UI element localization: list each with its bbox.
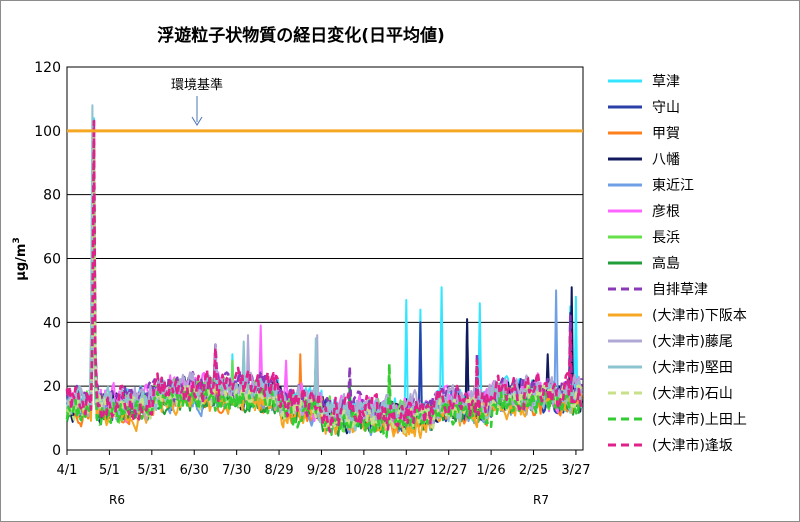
legend-item: 彦根 <box>608 204 680 220</box>
legend-item: (大津市)下阪本 <box>608 307 747 324</box>
legend-label: 彦根 <box>652 204 680 220</box>
x-tick-label: 10/28 <box>345 463 382 478</box>
y-axis-label-main: μg/m <box>14 244 29 281</box>
legend-item: (大津市)堅田 <box>608 359 733 376</box>
legend-item: 甲賀 <box>608 126 680 142</box>
legend-item: (大津市)藤尾 <box>608 333 733 350</box>
era-label-r7: R7 <box>533 493 549 507</box>
y-axis-label-superscript: 3 <box>12 237 22 243</box>
legend-label: (大津市)逢坂 <box>652 437 733 454</box>
legend-label: 草津 <box>652 74 680 90</box>
y-tick-label: 40 <box>43 315 61 331</box>
x-tick-label: 1/26 <box>477 463 506 478</box>
legend-label: (大津市)石山 <box>652 385 733 402</box>
y-tick-label: 120 <box>34 60 61 76</box>
x-tick-label: 11/27 <box>388 463 425 478</box>
y-axis-label: μg/m3 <box>12 237 29 280</box>
x-tick-labels: 4/1 5/1 5/31 6/30 7/30 8/29 9/28 10/28 11/27 12/2… <box>57 450 591 478</box>
x-tick-label: 6/30 <box>180 463 209 478</box>
legend-label: 自排草津 <box>652 282 708 298</box>
legend-item: (大津市)石山 <box>608 385 733 402</box>
x-tick-label: 4/1 <box>57 463 78 478</box>
x-tick-label: 8/29 <box>264 463 293 478</box>
x-tick-label: 5/1 <box>99 463 120 478</box>
y-tick-label: 80 <box>43 188 61 204</box>
legend-item: 八幡 <box>608 152 680 168</box>
series-lines <box>65 104 583 439</box>
legend-item: 高島 <box>608 255 680 272</box>
y-tick-label: 0 <box>52 443 61 459</box>
gridlines <box>67 130 583 387</box>
standard-arrowhead <box>191 116 203 126</box>
x-tick-label: 2/25 <box>519 463 548 478</box>
y-tick-label: 60 <box>43 252 61 268</box>
x-tick-label: 12/27 <box>430 463 467 478</box>
environmental-standard: 環境基準 <box>67 77 583 133</box>
legend-label: (大津市)下阪本 <box>652 307 747 324</box>
legend-label: 東近江 <box>652 178 694 194</box>
legend-item: 東近江 <box>608 178 694 194</box>
legend-label: (大津市)上田上 <box>652 411 747 428</box>
standard-label: 環境基準 <box>171 77 223 93</box>
legend-item: (大津市)上田上 <box>608 411 747 428</box>
y-tick-labels: 0 20 40 60 80 100 120 <box>34 60 61 459</box>
plot-area-border <box>66 66 584 451</box>
x-tick-label: 3/27 <box>561 463 590 478</box>
legend-label: 守山 <box>652 100 680 116</box>
legend-label: (大津市)堅田 <box>652 359 733 376</box>
legend-label: (大津市)藤尾 <box>652 333 733 350</box>
series-line <box>66 129 583 429</box>
series-line <box>65 142 583 439</box>
x-tick-label: 5/31 <box>137 463 166 478</box>
legend-item: (大津市)逢坂 <box>608 437 733 454</box>
legend-item: 草津 <box>608 74 680 90</box>
x-tick-label: 7/30 <box>222 463 251 478</box>
legend-item: 守山 <box>608 100 680 116</box>
x-tick-label: 9/28 <box>307 463 336 478</box>
legend-item: 長浜 <box>608 230 680 246</box>
era-label-r6: R6 <box>109 493 125 507</box>
chart-title: 浮遊粒子状物質の経日変化(日平均値) <box>157 25 445 46</box>
legend-label: 長浜 <box>652 230 680 246</box>
legend-label: 甲賀 <box>652 126 680 142</box>
legend-label: 高島 <box>652 255 680 272</box>
legend-label: 八幡 <box>652 152 680 168</box>
y-tick-label: 20 <box>43 379 61 395</box>
y-tick-label: 100 <box>34 124 61 140</box>
series-line <box>65 120 583 433</box>
legend-item: 自排草津 <box>608 282 708 298</box>
